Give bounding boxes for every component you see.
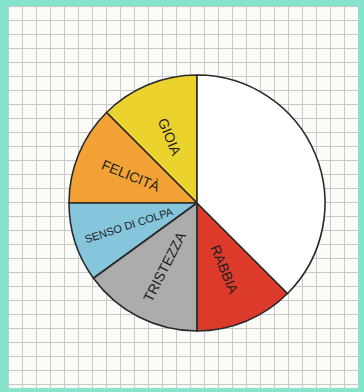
slices bbox=[69, 75, 325, 331]
slice-label: FELICITÀ bbox=[99, 156, 163, 195]
chart: GIOIAFELICITÀ SENSO DI COLPATRISTEZZA RABB… bbox=[0, 0, 364, 392]
slice-label: RABBIA bbox=[207, 242, 242, 296]
labels: GIOIAFELICITÀ SENSO DI COLPATRISTEZZA RABB… bbox=[83, 116, 242, 305]
slice-label: SENSO DI COLPA bbox=[83, 205, 175, 245]
pie-slice bbox=[69, 112, 197, 203]
slice-label: TRISTEZZA bbox=[140, 229, 189, 305]
slice-label: GIOIA bbox=[155, 116, 185, 159]
